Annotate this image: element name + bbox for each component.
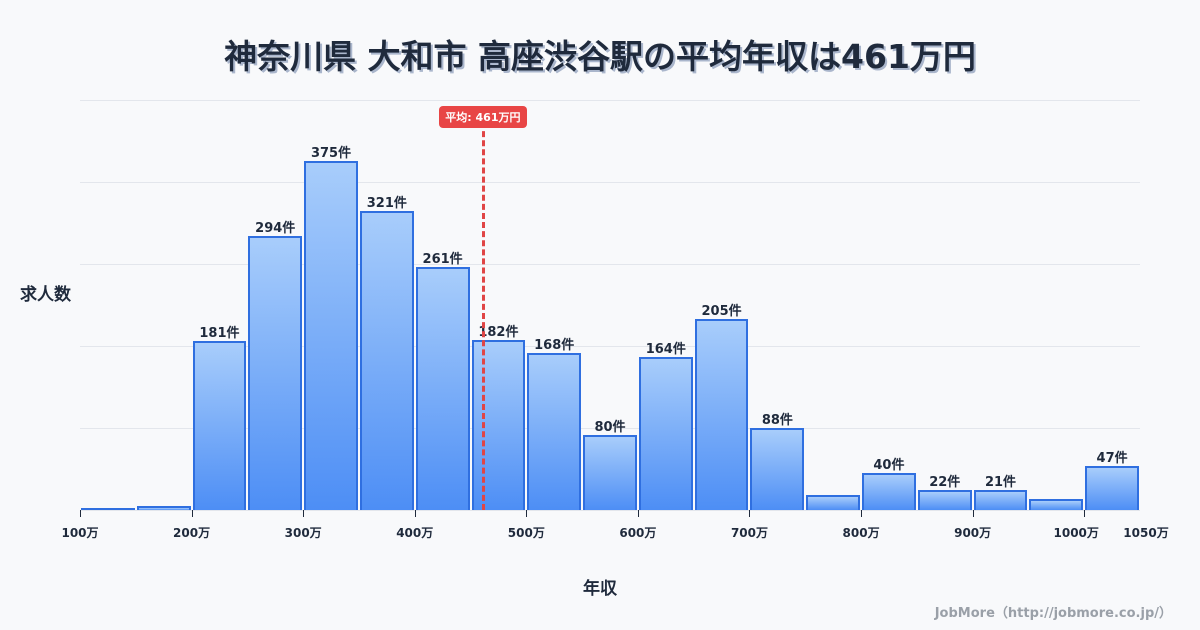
bar-value-label: 261件	[422, 251, 463, 267]
x-tick-label: 100万	[61, 526, 99, 540]
x-tick	[749, 510, 751, 517]
x-tick-label: 400万	[396, 526, 434, 540]
histogram-bar	[1029, 498, 1084, 510]
bar-value-label: 47件	[1096, 451, 1128, 467]
gridline	[80, 510, 1140, 511]
histogram-bar	[862, 472, 916, 510]
x-tick-label: 1050万	[1123, 526, 1169, 540]
x-tick-label: 900万	[954, 526, 992, 540]
bar-value-label: 22件	[929, 474, 961, 490]
histogram-bar	[694, 318, 749, 510]
plot-area: 181件 294件 375件 321件 261件 182件 168件 80件 164件 205件 8…	[61, 100, 1169, 540]
bar-value-label: 294件	[255, 221, 296, 237]
bar-value-label: 182件	[478, 325, 519, 341]
x-tick-label: 300万	[284, 526, 322, 540]
x-tick	[861, 510, 863, 517]
x-tick	[80, 510, 81, 517]
histogram-bar	[1085, 466, 1139, 510]
x-tick	[637, 510, 639, 517]
histogram-bar	[471, 340, 526, 510]
gridline	[80, 100, 1140, 101]
bar-value-label: 88件	[761, 413, 793, 428]
bar-value-label: 181件	[199, 326, 240, 342]
gridline	[80, 428, 1140, 429]
y-axis-label: 求人数	[20, 285, 71, 305]
gridline	[80, 346, 1140, 347]
bar-value-label: 205件	[701, 303, 742, 319]
x-tick	[414, 510, 416, 517]
x-tick	[526, 510, 528, 517]
chart-title: 神奈川県 大和市 高座渋谷駅の平均年収は461万円	[224, 37, 976, 76]
histogram-bar	[527, 353, 582, 510]
bar-value-label: 21件	[984, 475, 1017, 491]
mean-badge: 平均: 461万円	[439, 106, 527, 128]
x-tick	[191, 510, 193, 517]
histogram-bar	[415, 266, 470, 510]
bar-value-label: 321件	[366, 195, 407, 211]
histogram-bar	[359, 210, 414, 510]
x-tick-label: 200万	[173, 526, 211, 540]
x-axis-label: 年収	[583, 579, 617, 599]
bar-value-label: 80件	[594, 420, 626, 436]
histogram-bar	[583, 435, 637, 510]
x-tick-label: 500万	[507, 526, 545, 540]
bar-value-label: 164件	[645, 342, 686, 358]
x-tick-label: 1000万	[1053, 526, 1099, 540]
histogram-bar	[917, 489, 972, 510]
histogram-bar	[638, 357, 693, 510]
histogram-bar	[750, 428, 805, 510]
gridline	[80, 182, 1140, 183]
histogram-bar	[81, 508, 135, 510]
x-tick	[303, 510, 305, 517]
histogram-bar	[806, 495, 861, 510]
histogram-bar	[248, 236, 303, 510]
histogram-bar	[973, 490, 1028, 510]
mean-line	[481, 122, 485, 510]
histogram-bar	[304, 160, 358, 510]
bar-value-label: 168件	[534, 338, 575, 354]
bar-value-label: 40件	[873, 457, 905, 473]
bar-value-label: 375件	[310, 145, 352, 161]
gridline	[80, 264, 1140, 265]
x-tick-label: 800万	[842, 526, 880, 540]
x-tick-label: 700万	[730, 526, 768, 540]
x-tick	[1084, 510, 1086, 517]
histogram-bar	[192, 341, 247, 510]
x-tick-label: 600万	[619, 526, 657, 540]
credit-text: JobMore（http://jobmore.co.jp/）	[934, 606, 1172, 621]
x-tick	[972, 510, 974, 517]
histogram-bar	[136, 506, 191, 510]
